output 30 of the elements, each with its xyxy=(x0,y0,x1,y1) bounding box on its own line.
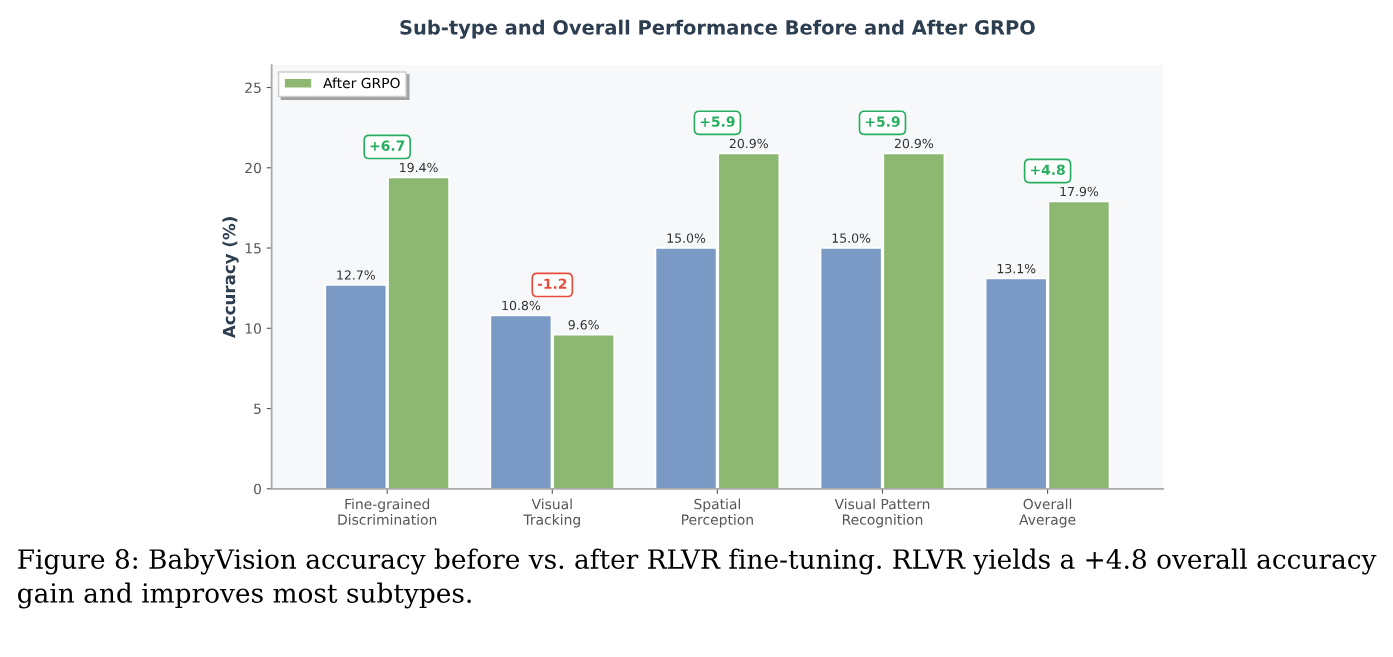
data-label: 17.9% xyxy=(1060,186,1099,197)
data-label: 15.0% xyxy=(832,233,871,243)
caption: Figure 8: BabyVision accuracy before vs. after RLVR fine-tuning. RLVR yields a +4.8 overall accuracy gain and improves most subtypes. xyxy=(18,548,1377,609)
x-tick-label: Spatial Perception xyxy=(682,498,753,528)
y-tick-label: 15 xyxy=(245,243,261,254)
annotation: -1.2 xyxy=(537,278,567,289)
x-tick-label: Fine-grained Discrimination xyxy=(338,498,437,525)
legend-label: After GRPO xyxy=(323,77,400,89)
annotation: +4.8 xyxy=(1030,164,1065,176)
y-tick-label: 20 xyxy=(245,162,261,174)
annotation: +6.7 xyxy=(370,140,405,151)
y-tick-label: 10 xyxy=(245,323,261,334)
x-tick-label: Visual Pattern Recognition xyxy=(834,498,930,528)
annotation: +5.9 xyxy=(700,116,735,127)
y-tick-label: 5 xyxy=(254,403,261,415)
x-tick-label: Overall Average xyxy=(1019,498,1076,528)
annotation: +5.9 xyxy=(865,116,900,127)
data-label: 19.4% xyxy=(400,162,438,173)
data-label: 13.1% xyxy=(997,263,1036,274)
data-label: 15.0% xyxy=(667,233,706,243)
data-label: 9.6% xyxy=(568,320,599,330)
data-label: 12.7% xyxy=(337,270,375,280)
chart-title: Sub-type and Overall Performance Before and After GRPO xyxy=(400,19,1035,39)
data-label: 20.9% xyxy=(729,138,768,149)
data-label: 20.9% xyxy=(894,138,934,149)
y-tick-label: 25 xyxy=(245,82,261,93)
x-tick-label: Visual Tracking xyxy=(523,498,580,528)
y-axis-title: Accuracy (%) xyxy=(222,217,239,339)
data-label: 10.8% xyxy=(502,300,541,311)
y-tick-label: 0 xyxy=(253,483,261,495)
